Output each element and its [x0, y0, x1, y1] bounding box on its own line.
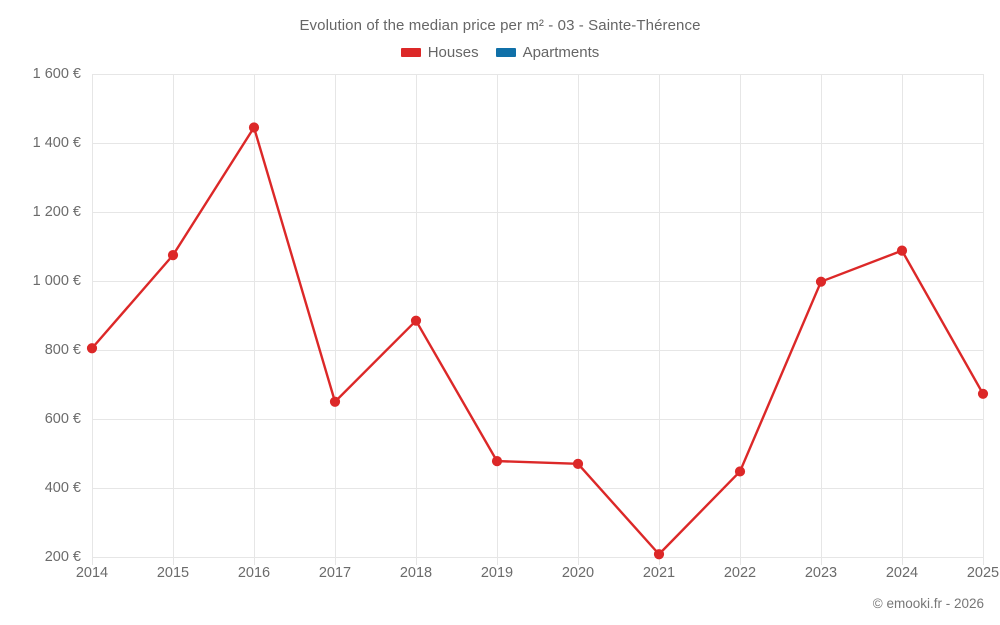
- data-point[interactable]: [86, 343, 98, 354]
- legend-label-apartments: Apartments: [522, 44, 600, 61]
- data-point[interactable]: [815, 276, 827, 287]
- data-point[interactable]: [977, 388, 989, 399]
- legend-color-swatch-houses: [400, 48, 421, 57]
- x-axis-tick-label: 2018: [399, 565, 433, 581]
- x-axis-tick-label: 2019: [480, 565, 514, 581]
- y-axis-tick-label: 400 €: [44, 480, 81, 496]
- x-axis-tick-label: 2025: [966, 565, 1000, 581]
- data-point[interactable]: [491, 455, 503, 467]
- series-line: [90, 126, 985, 556]
- data-point[interactable]: [572, 458, 584, 469]
- x-axis-tick-label: 2024: [885, 565, 919, 581]
- y-axis-tick-label: 1 600 €: [32, 66, 81, 82]
- y-axis-tick-label: 600 €: [44, 411, 81, 427]
- y-axis-tick-label: 200 €: [44, 549, 81, 565]
- legend-color-swatch-apartments: [495, 48, 516, 57]
- legend-item-houses[interactable]: Houses: [400, 44, 479, 61]
- data-point[interactable]: [653, 549, 665, 560]
- y-axis-tick-label: 1 200 €: [32, 204, 81, 220]
- data-point[interactable]: [329, 396, 341, 407]
- copyright-credit: © emooki.fr - 2026: [872, 596, 984, 611]
- x-axis-tick-label: 2015: [156, 565, 190, 581]
- data-point[interactable]: [167, 250, 179, 261]
- y-axis-tick-labels: 200 € 400 € 600 € 800 € 1 000 € 1 200 € 1 400 …: [0, 0, 81, 625]
- data-point[interactable]: [410, 315, 422, 326]
- x-axis-tick-label: 2021: [642, 565, 676, 581]
- grid-lines: [92, 74, 984, 565]
- y-axis-tick-label: 800 €: [44, 342, 81, 358]
- data-point[interactable]: [896, 245, 908, 256]
- legend-item-apartments[interactable]: Apartments: [495, 44, 600, 61]
- x-axis-tick-label: 2017: [318, 565, 352, 581]
- legend-label-houses: Houses: [427, 44, 479, 61]
- x-axis-tick-label: 2016: [237, 565, 271, 581]
- y-axis-tick-label: 1 400 €: [32, 135, 81, 151]
- data-point[interactable]: [248, 122, 260, 133]
- data-point[interactable]: [734, 466, 746, 477]
- x-axis-tick-label: 2020: [561, 565, 595, 581]
- chart-legend: Houses Apartments: [0, 45, 1000, 60]
- x-axis-tick-label: 2023: [804, 565, 838, 581]
- x-axis-tick-label: 2022: [723, 565, 757, 581]
- y-axis-tick-label: 1 000 €: [32, 273, 81, 289]
- series-houses: [86, 122, 989, 560]
- x-axis-tick-label: 2014: [75, 565, 109, 581]
- chart-title: Evolution of the median price per m² - 0…: [299, 17, 701, 34]
